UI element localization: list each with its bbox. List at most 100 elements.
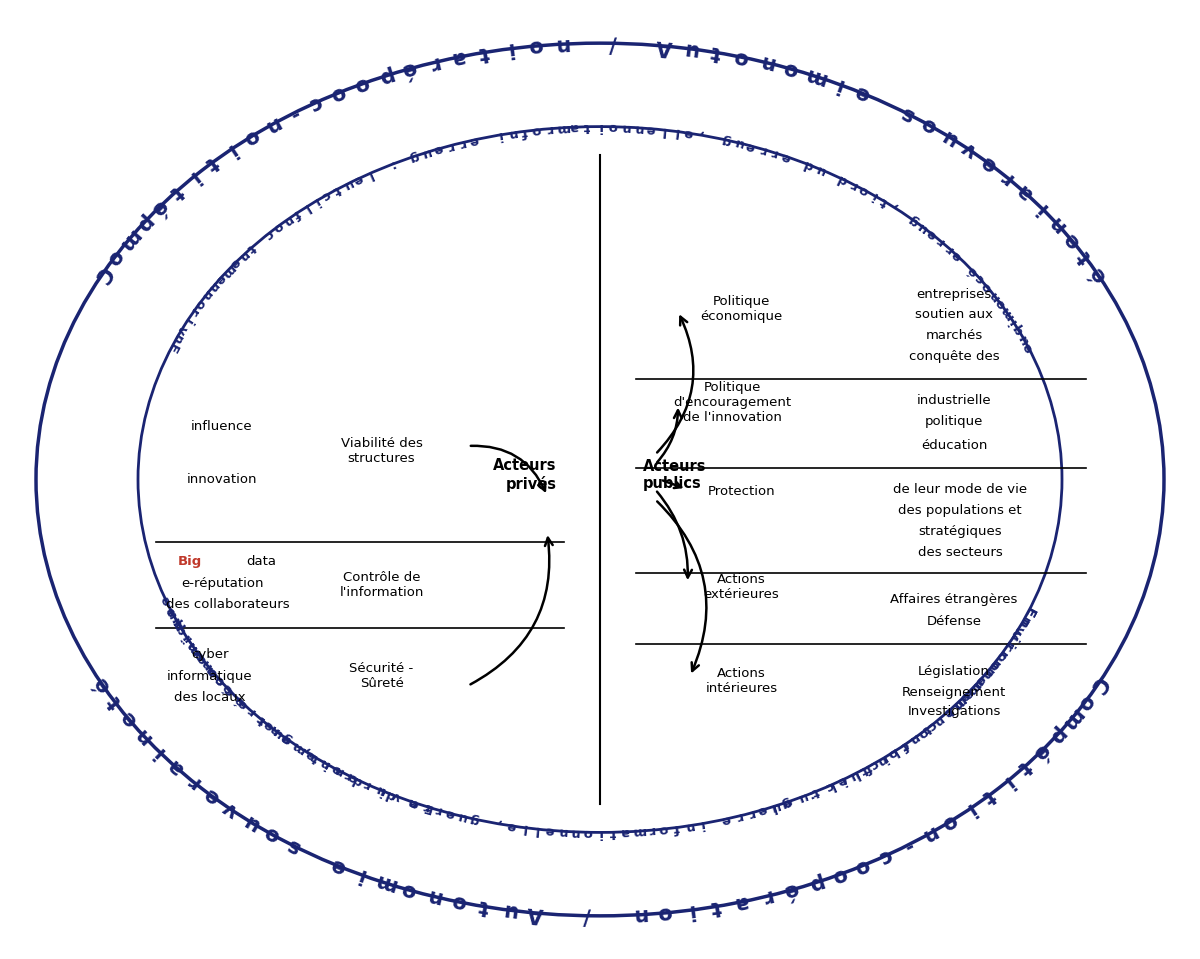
Text: n: n (917, 822, 940, 847)
Text: o: o (582, 826, 592, 839)
Text: i: i (1032, 198, 1050, 217)
Text: e: e (646, 122, 656, 135)
Text: l: l (521, 821, 527, 834)
Text: /: / (608, 34, 617, 54)
Text: o: o (608, 120, 618, 133)
Text: i: i (598, 826, 602, 839)
Text: m: m (554, 121, 569, 134)
Text: E: E (421, 799, 433, 814)
Text: e: e (328, 854, 348, 877)
Text: u: u (1015, 331, 1032, 345)
Text: n: n (930, 713, 946, 729)
Text: e: e (235, 695, 251, 712)
Text: i: i (878, 751, 889, 764)
Text: r: r (769, 146, 779, 160)
Text: o: o (527, 35, 544, 57)
Text: u: u (164, 605, 180, 620)
Text: o: o (985, 657, 1002, 672)
Text: r: r (995, 647, 1009, 661)
Text: E: E (163, 340, 180, 355)
Text: Big: Big (178, 555, 202, 569)
FancyArrowPatch shape (658, 492, 692, 577)
Text: conquête des: conquête des (908, 350, 1000, 363)
Text: o: o (992, 296, 1008, 311)
Text: r: r (545, 122, 553, 135)
Text: n: n (203, 662, 218, 677)
Text: n: n (317, 755, 331, 771)
Text: e: e (972, 672, 988, 688)
Text: o: o (205, 665, 221, 680)
Text: n: n (331, 762, 346, 778)
Text: :: : (804, 787, 814, 802)
Text: o: o (350, 72, 371, 96)
Text: e: e (163, 605, 180, 619)
Text: e: e (544, 824, 554, 837)
Text: i: i (998, 772, 1016, 792)
Text: r: r (934, 234, 947, 248)
Text: o: o (938, 809, 960, 834)
Text: soutien aux: soutien aux (916, 308, 994, 321)
Text: r: r (426, 52, 442, 74)
Text: C: C (90, 263, 114, 287)
Text: g: g (468, 811, 480, 827)
Text: C: C (1086, 672, 1110, 696)
Text: n: n (1044, 211, 1069, 236)
Text: m: m (964, 679, 982, 697)
Text: n: n (1014, 616, 1031, 630)
Text: g: g (906, 212, 920, 228)
Text: v: v (1008, 626, 1024, 641)
Text: e: e (940, 704, 955, 719)
Text: n: n (280, 212, 294, 228)
Text: Investigations: Investigations (907, 705, 1001, 718)
Text: Viabilité des
structures: Viabilité des structures (341, 436, 422, 465)
Text: s: s (283, 833, 304, 857)
Text: innovation: innovation (187, 473, 257, 486)
Text: n: n (553, 34, 569, 55)
Text: v: v (1010, 622, 1026, 637)
Text: r: r (758, 885, 774, 907)
Text: Affaires étrangères: Affaires étrangères (890, 593, 1018, 606)
Text: r: r (433, 803, 443, 817)
Text: a: a (570, 121, 580, 134)
Text: ,: , (888, 200, 900, 214)
Text: e: e (852, 82, 872, 105)
Text: e: e (924, 225, 940, 242)
Text: o: o (917, 112, 940, 137)
Text: n: n (683, 819, 695, 833)
Text: i: i (1006, 316, 1019, 326)
Text: i: i (698, 817, 704, 830)
Text: p: p (805, 871, 826, 895)
Text: a: a (163, 755, 187, 779)
Text: é: é (400, 58, 419, 81)
Text: o: o (781, 58, 800, 81)
Text: o: o (192, 296, 208, 311)
Text: e: e (835, 772, 850, 787)
Text: u: u (814, 161, 827, 177)
Text: Acteurs
publics: Acteurs publics (643, 458, 707, 491)
Text: t: t (202, 152, 222, 175)
Text: u: u (270, 724, 286, 740)
Text: e: e (780, 149, 792, 164)
Text: d: d (384, 786, 398, 802)
Text: r: r (942, 241, 955, 255)
Text: v: v (958, 137, 980, 162)
Text: t: t (878, 194, 890, 208)
Text: a: a (1013, 180, 1037, 204)
Text: Sécurité -
Sûreté: Sécurité - Sûreté (349, 662, 414, 690)
Text: e: e (408, 795, 420, 810)
Text: o: o (193, 650, 210, 666)
Text: ,: , (697, 129, 704, 142)
Text: e: e (158, 594, 174, 607)
Text: n: n (570, 825, 580, 838)
Text: c: c (222, 683, 236, 698)
Text: m: m (289, 737, 307, 756)
Text: n: n (620, 121, 630, 134)
Text: n: n (757, 51, 776, 74)
Text: s: s (896, 102, 917, 126)
Text: o: o (240, 125, 262, 150)
Text: l: l (889, 745, 900, 759)
Text: c: c (972, 271, 988, 286)
Text: u: u (168, 614, 185, 628)
Text: u: u (732, 135, 744, 151)
Text: q: q (170, 617, 186, 631)
